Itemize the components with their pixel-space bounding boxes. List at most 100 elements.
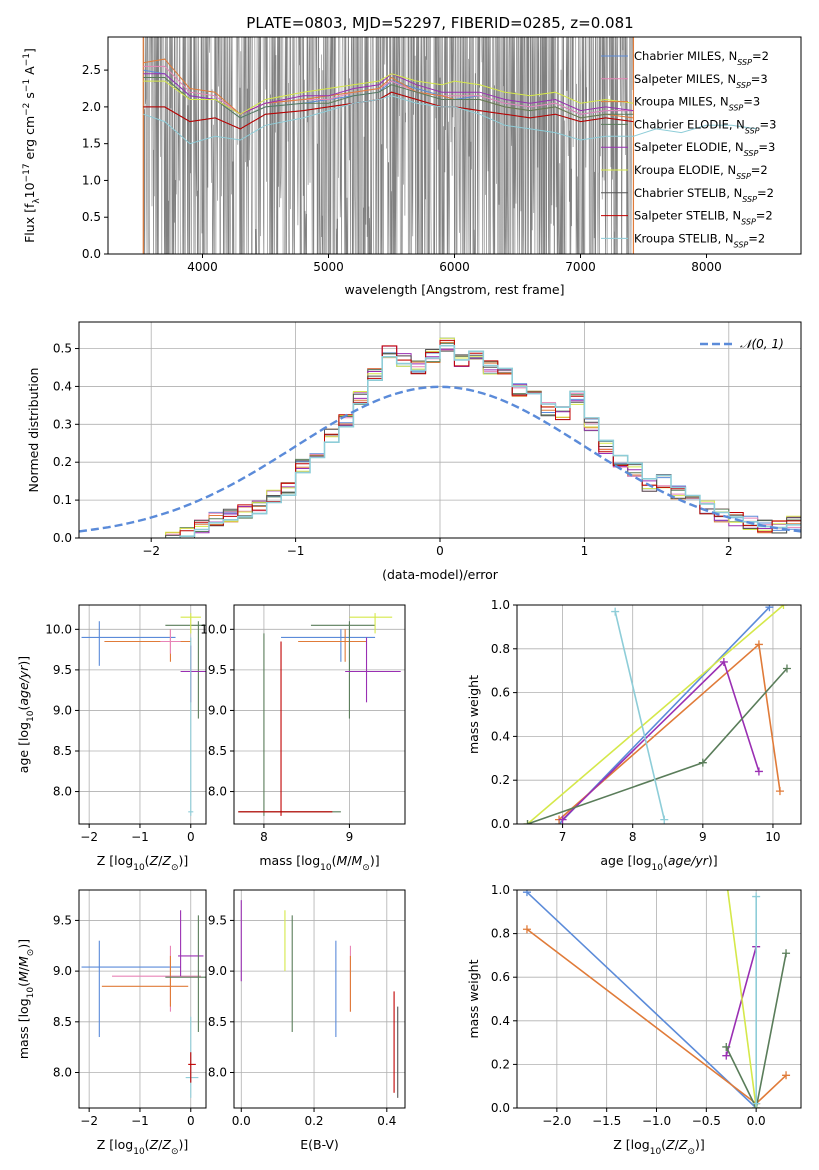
weight-marker-0-1	[765, 605, 774, 612]
label-part: age [	[16, 741, 31, 773]
weight-marker-5-1	[660, 815, 669, 824]
legend-name: Salpeter MILES	[634, 72, 720, 86]
model-line-1	[143, 65, 634, 115]
y-tick-label: 1.5	[82, 137, 101, 151]
legend-nssp-value: =2	[748, 231, 765, 245]
label-part: M	[352, 853, 363, 868]
y-axis-label: mass weight	[466, 675, 481, 754]
weight-line-2	[725, 946, 757, 1056]
legend-nssp-value: =2	[757, 186, 774, 200]
model-line-3	[143, 77, 634, 119]
legend-label-0: Chabrier MILES, NSSP=2	[634, 49, 769, 67]
axes-frame	[233, 604, 406, 825]
legend-label-8: Kroupa STELIB, NSSP=2	[634, 231, 765, 249]
label-part: mass [	[16, 1017, 31, 1059]
histogram-step-8	[165, 344, 801, 538]
legend-name: Kroupa MILES	[634, 95, 713, 109]
label-part: (	[16, 982, 31, 987]
panel-mass_vs_ebv: 0.0 0.2 0.4 8.0 8.5 9.0 9.5 E(B-V)	[208, 889, 406, 1152]
label-part: log	[114, 853, 133, 868]
weight-marker-3-0	[558, 815, 567, 824]
label-part: erg cm	[22, 116, 37, 164]
label-part: 10	[652, 863, 664, 873]
label-part: 10	[26, 710, 36, 722]
axes-frame	[78, 889, 207, 1109]
legend-gauss-label: 𝒩(0, 1)	[740, 337, 784, 351]
legend-label-6: Chabrier STELIB, NSSP=2	[634, 186, 774, 204]
y-axis-label: Flux [fλ10−17 erg cm−2 s−1 A−1]	[22, 48, 42, 243]
x-tick-label: 2	[725, 544, 733, 558]
y-axis-label: mass weight	[466, 959, 481, 1038]
weight-line-3	[562, 660, 760, 821]
weight-marker-1-1	[779, 605, 788, 609]
weight-marker-4-0	[523, 820, 532, 824]
y-tick-label: 0.5	[82, 210, 101, 224]
y-tick-label: 9.5	[53, 663, 72, 677]
y-tick-label: 0.0	[53, 531, 72, 545]
x-tick-label: −2	[142, 544, 160, 558]
label-part: log	[631, 1137, 650, 1152]
y-tick-label: 0.2	[53, 455, 72, 469]
x-tick-label: −1.0	[642, 1114, 671, 1128]
legend-nssp-sub: SSP	[736, 80, 751, 89]
label-part: )	[16, 661, 31, 666]
label-part: 10	[650, 1147, 662, 1157]
legend-nssp-value: =2	[752, 49, 769, 63]
label-part: )	[708, 853, 713, 868]
x-axis-label: (data-model)/error	[382, 567, 499, 582]
legend-nssp-value: =2	[751, 163, 768, 177]
label-part: −2	[22, 103, 32, 116]
label-part: s	[22, 92, 37, 103]
weight-marker-5-0	[752, 892, 761, 901]
model-line-7	[143, 91, 634, 130]
label-part: E(B-V)	[300, 1137, 339, 1152]
y-tick-label: 2.0	[82, 100, 101, 114]
label-part: M	[16, 971, 31, 982]
legend-nssp-value: =3	[751, 72, 768, 86]
axes-frame	[516, 604, 802, 825]
y-tick-label: 0.2	[491, 773, 510, 787]
y-tick-label: 9.0	[53, 964, 72, 978]
x-tick-label: −1	[287, 544, 305, 558]
weight-line-5	[614, 611, 666, 820]
label-part: ]	[375, 853, 380, 868]
y-tick-label: 8.5	[208, 744, 227, 758]
y-axis-label: mass [log10(M/M⊙)]	[16, 939, 36, 1059]
legend-nssp-prefix: , N	[713, 95, 729, 109]
legend-nssp-sub: SSP	[737, 58, 752, 67]
y-tick-label: 9.0	[208, 703, 227, 717]
legend-nssp-sub: SSP	[741, 217, 756, 226]
y-tick-label: 9.5	[208, 663, 227, 677]
y-tick-label: 9.0	[53, 703, 72, 717]
label-part: ⊙	[362, 863, 370, 873]
legend-nssp-prefix: , N	[725, 209, 741, 223]
label-part: age [	[600, 853, 632, 868]
plot-area	[240, 900, 399, 1098]
y-axis-label: age [log10(age/yr)]	[16, 656, 36, 773]
y-tick-label: 0.4	[491, 729, 510, 743]
panels: 4000 5000 6000 7000 80000.00.51.01.52.02.5Ch…	[16, 36, 802, 1157]
label-part: 10	[133, 1147, 145, 1157]
x-tick-label: 4000	[187, 260, 218, 274]
axes-frame	[233, 889, 406, 1109]
label-part: −1	[22, 79, 32, 92]
label-part: (	[16, 706, 31, 711]
legend-label-4: Salpeter ELODIE, NSSP=3	[634, 140, 775, 158]
y-tick-label: 0.4	[491, 1014, 510, 1028]
x-axis-label: Z [log10(Z/Z⊙)]	[613, 1137, 705, 1157]
y-tick-label: 0.2	[491, 1057, 510, 1071]
y-tick-label: 0.8	[491, 927, 510, 941]
weight-marker-4-1	[698, 758, 707, 767]
label-part: log	[301, 853, 320, 868]
label-part: λ	[32, 198, 42, 204]
x-tick-label: −1	[131, 1114, 149, 1128]
x-axis-label: mass [log10(M/M⊙)]	[259, 853, 379, 873]
x-tick-label: −1	[131, 830, 149, 844]
weight-marker-0-0	[522, 890, 531, 897]
x-tick-label: 1	[581, 544, 589, 558]
y-tick-label: 8.5	[208, 1015, 227, 1029]
label-part: log	[16, 998, 31, 1017]
legend-nssp-prefix: , N	[728, 140, 744, 154]
label-part: )	[370, 853, 375, 868]
